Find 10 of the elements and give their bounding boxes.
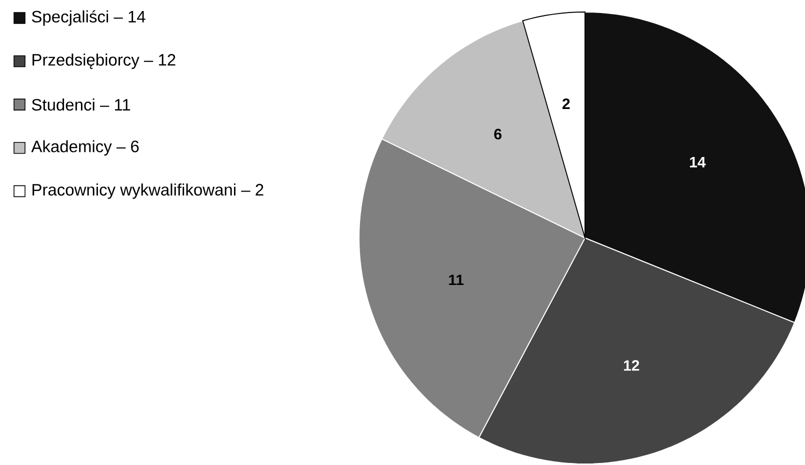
data-label: 11 [449,274,464,286]
legend-label: Pracownicy wykwalifikowani – 2 [32,183,264,199]
data-label: 2 [562,98,570,109]
data-label: 6 [494,128,502,140]
legend-label: Specjaliści – 14 [32,10,146,26]
data-label: 14 [690,157,706,168]
legend-label: Studenci – 11 [32,98,130,111]
data-label: 12 [624,360,640,371]
legend-label: Przedsiębiorcy – 12 [32,54,176,69]
legend-label: Akademicy – 6 [31,140,139,156]
